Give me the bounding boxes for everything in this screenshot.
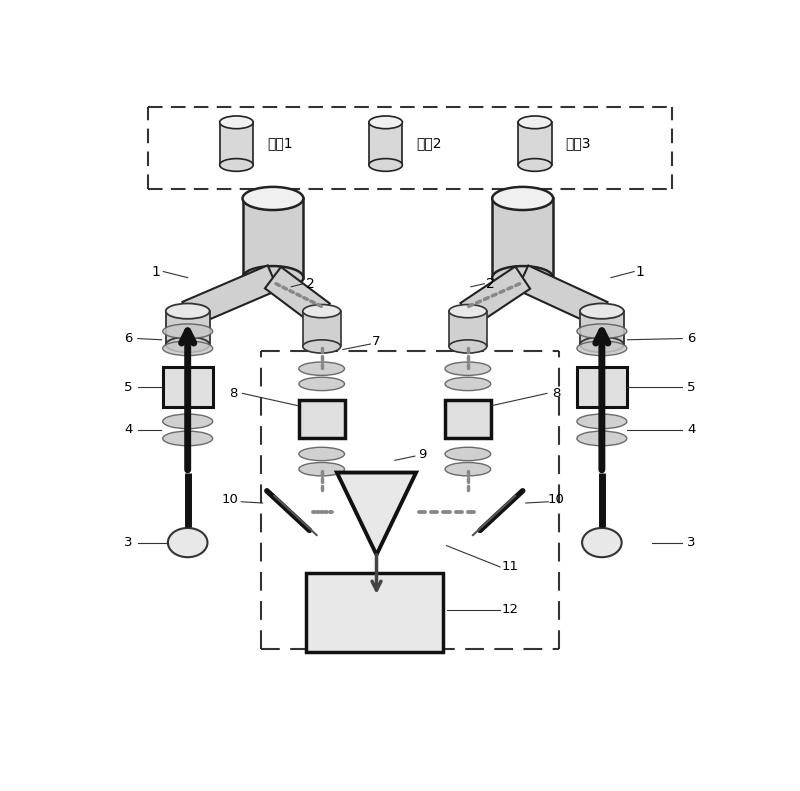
Text: 试然3: 试然3: [566, 137, 591, 150]
Polygon shape: [461, 267, 530, 325]
Bar: [166, 311, 210, 345]
Text: 8: 8: [552, 387, 560, 400]
Bar: [162, 368, 213, 407]
Bar: [299, 400, 345, 438]
Ellipse shape: [299, 447, 345, 460]
Polygon shape: [337, 472, 416, 554]
Ellipse shape: [449, 340, 486, 353]
Bar: [242, 199, 303, 278]
Ellipse shape: [162, 324, 213, 339]
Ellipse shape: [577, 341, 627, 356]
Text: 9: 9: [418, 448, 426, 461]
Ellipse shape: [577, 414, 627, 429]
Bar: [306, 573, 443, 653]
Ellipse shape: [492, 187, 553, 210]
Ellipse shape: [445, 463, 490, 476]
Ellipse shape: [580, 337, 624, 352]
Text: 1: 1: [151, 264, 160, 278]
Text: 8: 8: [229, 387, 238, 400]
Ellipse shape: [445, 362, 490, 376]
Polygon shape: [517, 266, 607, 327]
Ellipse shape: [303, 305, 341, 318]
Ellipse shape: [449, 305, 486, 318]
Text: 4: 4: [125, 423, 133, 437]
Bar: [492, 199, 553, 278]
Ellipse shape: [299, 377, 345, 391]
Ellipse shape: [577, 431, 627, 446]
Text: 4: 4: [687, 423, 695, 437]
Bar: [580, 311, 624, 345]
Text: 试然2: 试然2: [416, 137, 442, 150]
Text: 5: 5: [687, 380, 696, 394]
Text: 3: 3: [687, 536, 696, 549]
Ellipse shape: [242, 187, 303, 210]
Ellipse shape: [445, 447, 490, 460]
Bar: [449, 311, 486, 346]
Text: 3: 3: [124, 536, 133, 549]
Ellipse shape: [166, 304, 210, 319]
Text: 试然1: 试然1: [267, 137, 293, 150]
Ellipse shape: [492, 266, 553, 290]
Text: 10: 10: [548, 494, 565, 506]
Text: 11: 11: [502, 561, 519, 573]
Ellipse shape: [518, 159, 552, 172]
Bar: [445, 400, 490, 438]
Text: 6: 6: [125, 332, 133, 345]
Bar: [220, 123, 253, 165]
Ellipse shape: [577, 324, 627, 339]
Bar: [369, 123, 402, 165]
Ellipse shape: [369, 159, 402, 172]
Ellipse shape: [162, 414, 213, 429]
Text: 5: 5: [124, 380, 133, 394]
Ellipse shape: [580, 304, 624, 319]
Bar: [577, 368, 627, 407]
Ellipse shape: [299, 362, 345, 376]
Ellipse shape: [518, 116, 552, 129]
Bar: [303, 311, 341, 346]
Ellipse shape: [299, 463, 345, 476]
Ellipse shape: [220, 159, 253, 172]
Text: 12: 12: [502, 603, 519, 616]
Ellipse shape: [445, 377, 490, 391]
Ellipse shape: [166, 337, 210, 352]
Ellipse shape: [168, 528, 207, 557]
Ellipse shape: [162, 431, 213, 446]
Ellipse shape: [369, 116, 402, 129]
Text: 1: 1: [635, 264, 644, 278]
Ellipse shape: [303, 340, 341, 353]
Text: 6: 6: [687, 332, 695, 345]
Ellipse shape: [162, 341, 213, 356]
Ellipse shape: [220, 116, 253, 129]
Text: 10: 10: [222, 494, 238, 506]
Polygon shape: [182, 265, 278, 327]
Text: 7: 7: [372, 335, 381, 348]
Text: 2: 2: [306, 277, 315, 291]
Ellipse shape: [242, 266, 303, 290]
Text: 2: 2: [486, 277, 495, 291]
Bar: [518, 123, 552, 165]
Ellipse shape: [582, 528, 622, 557]
Polygon shape: [265, 267, 330, 325]
